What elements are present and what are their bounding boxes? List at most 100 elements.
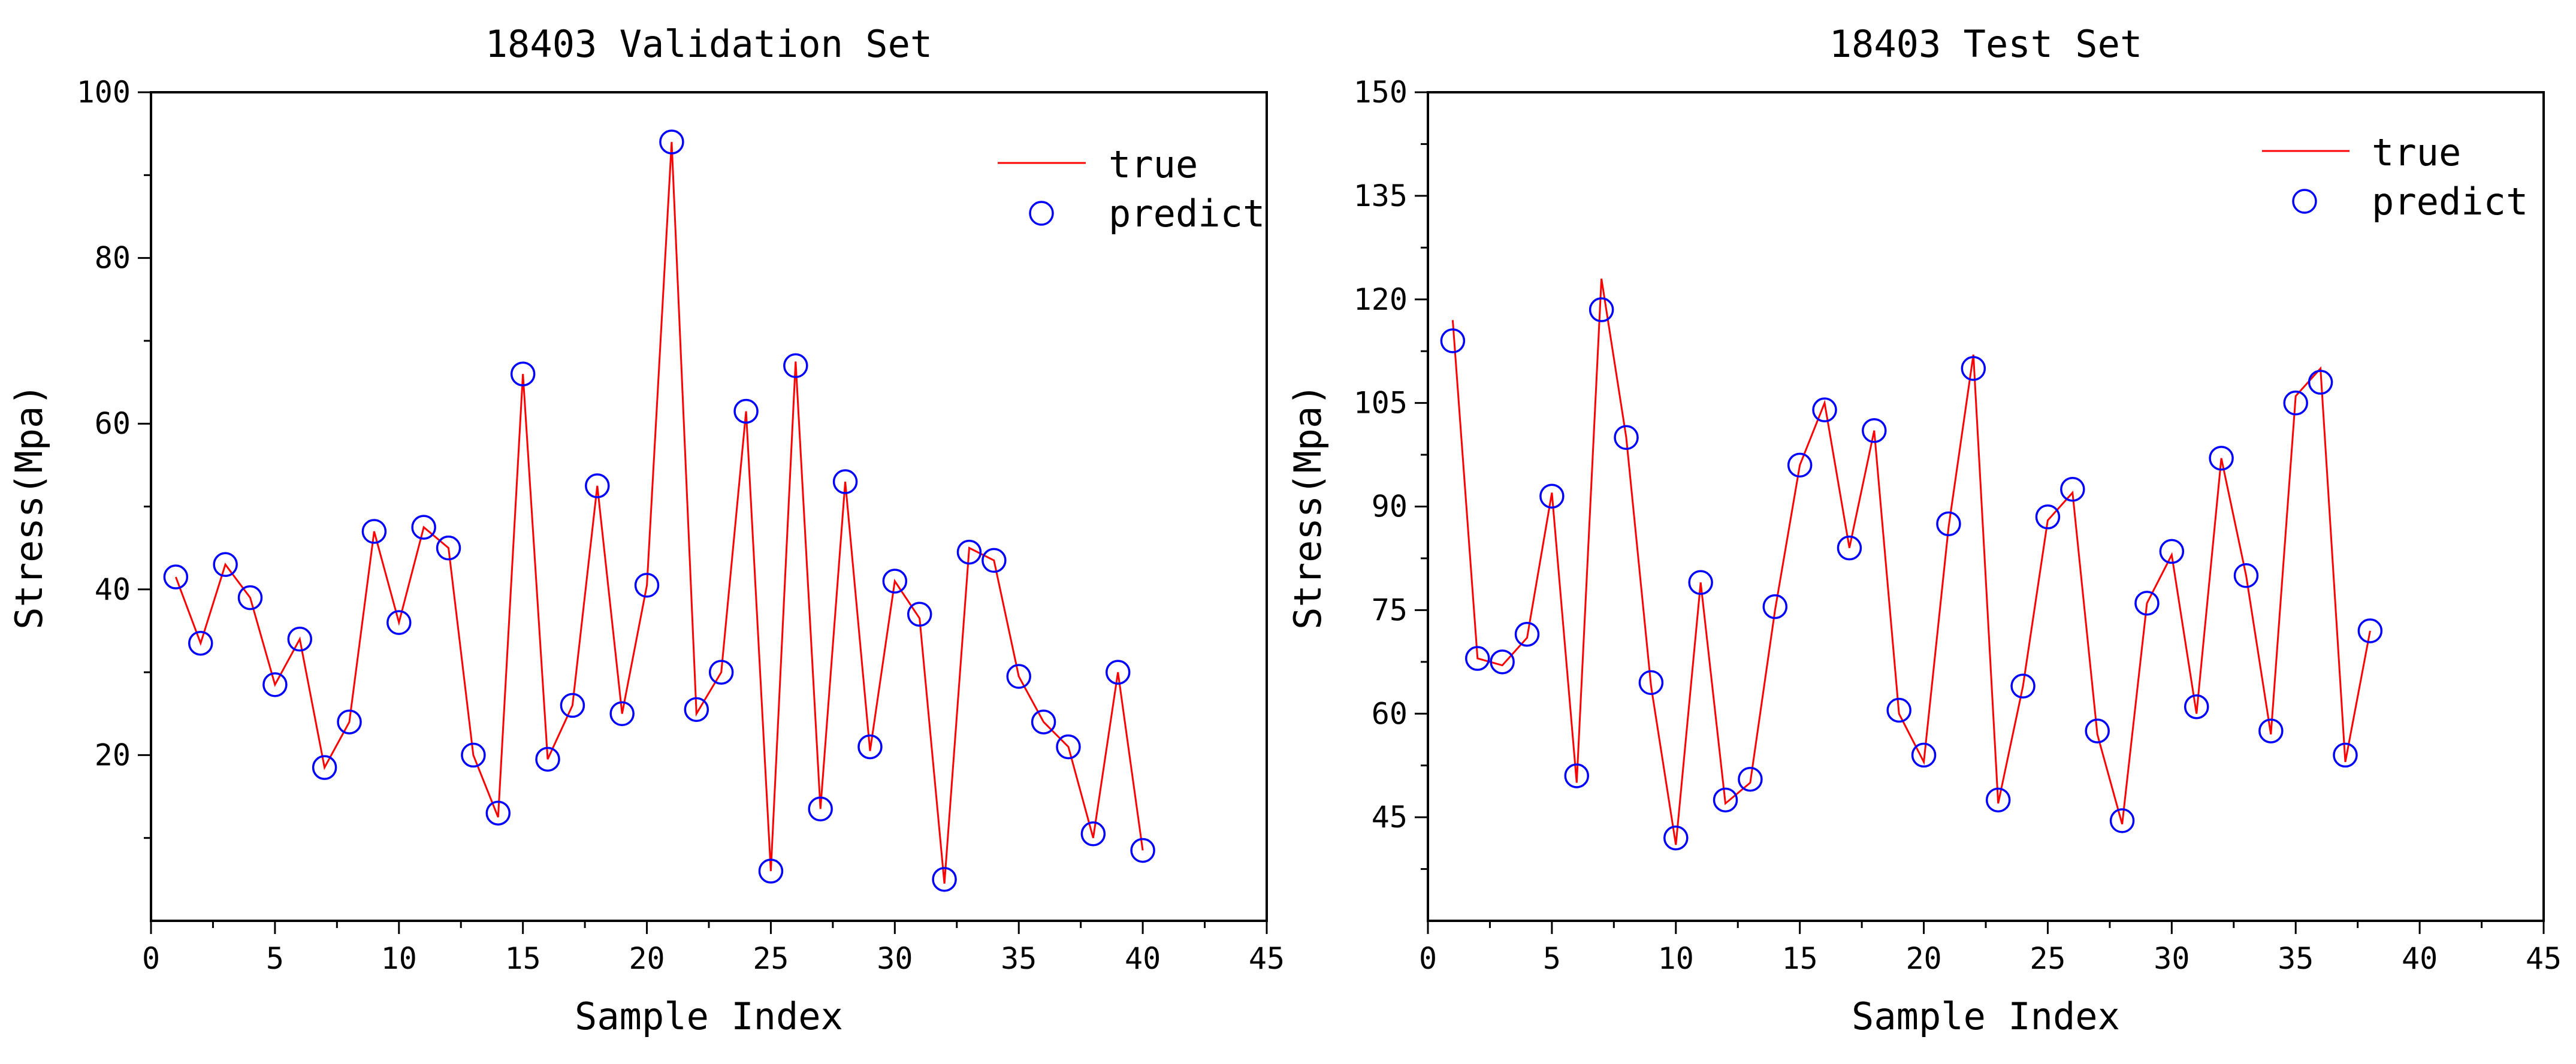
val-predict-point xyxy=(1006,664,1031,689)
val-predict-point xyxy=(337,709,362,734)
val-predict-point xyxy=(312,755,337,780)
test-x-tick-label: 40 xyxy=(2402,941,2438,976)
val-y-tick-label: 80 xyxy=(95,241,131,276)
val-x-tick-label: 40 xyxy=(1125,941,1161,976)
test-predict-point xyxy=(1490,649,1515,675)
test-predict-point xyxy=(2184,694,2209,720)
val-predict-point xyxy=(758,859,784,884)
val-x-tick-label: 25 xyxy=(753,941,789,976)
val-x-tick-label: 0 xyxy=(142,941,160,976)
test-predict-point xyxy=(2283,390,2308,416)
val-predict-point xyxy=(188,630,213,656)
val-predict-point xyxy=(609,701,635,726)
val-x-axis-label: Sample Index xyxy=(575,995,843,1038)
val-predict-point xyxy=(461,742,486,768)
validation-chart: 18403 Validation Set 0 5 10 15 20 25 30 35 40 45 20… xyxy=(7,22,1285,1038)
test-legend-predict-swatch xyxy=(2292,189,2317,214)
val-predict-point xyxy=(560,693,585,718)
val-x-tick-label: 5 xyxy=(266,941,284,976)
test-x-tick-label: 45 xyxy=(2526,941,2562,976)
val-predict-point xyxy=(1056,734,1081,760)
test-predict-point xyxy=(2159,539,2185,564)
test-y-tick-label: 150 xyxy=(1354,75,1408,110)
test-true-series-line xyxy=(1451,278,2371,845)
test-predict-point xyxy=(2209,446,2234,471)
test-predict-point xyxy=(1614,425,1639,450)
test-predict-point xyxy=(2085,718,2110,743)
test-predict-point xyxy=(1440,328,1466,353)
val-y-axis-label: Stress(Mpa) xyxy=(7,383,51,630)
test-predict-point xyxy=(2308,370,2333,395)
val-predict-point xyxy=(1080,821,1106,847)
test-y-tick-label: 120 xyxy=(1354,282,1408,317)
test-predict-point xyxy=(1862,418,1887,443)
val-predict-point xyxy=(956,539,982,565)
test-predict-point xyxy=(2035,504,2061,530)
test-predict-point xyxy=(1985,787,2011,813)
val-predict-point xyxy=(535,746,560,772)
val-predict-point xyxy=(262,672,288,697)
val-predict-point xyxy=(634,573,660,598)
test-y-tick-label: 90 xyxy=(1372,489,1408,524)
val-predict-point xyxy=(932,867,957,892)
val-chart-title: 18403 Validation Set xyxy=(485,22,933,66)
test-chart-title: 18403 Test Set xyxy=(1829,22,2143,66)
val-predict-point xyxy=(882,569,908,594)
val-predict-point xyxy=(733,398,759,424)
test-y-axis-label: Stress(Mpa) xyxy=(1286,383,1330,630)
test-legend-true-label: true xyxy=(2372,131,2461,174)
test-predict-point xyxy=(1564,763,1590,788)
test-predict-point xyxy=(2233,563,2259,588)
test-x-axis-label: Sample Index xyxy=(1852,995,2120,1038)
val-predict-point xyxy=(411,515,436,540)
val-predict-point xyxy=(907,601,932,627)
test-predict-point xyxy=(1936,511,1961,537)
val-predict-point xyxy=(808,796,833,822)
val-y-tick-label: 20 xyxy=(95,737,131,772)
val-legend-true-label: true xyxy=(1109,143,1198,186)
val-y-tick-label: 60 xyxy=(95,406,131,441)
val-predict-point xyxy=(857,734,883,760)
test-x-tick-label: 20 xyxy=(1905,941,1941,976)
test-predict-point xyxy=(1589,297,1614,322)
test-predict-point xyxy=(2060,476,2085,502)
test-predict-point xyxy=(2134,591,2160,616)
test-predict-point xyxy=(1638,670,1664,696)
val-predict-point xyxy=(1105,660,1131,685)
test-predict-point xyxy=(1465,646,1490,671)
val-predict-point xyxy=(510,361,536,386)
val-legend-predict-label: predict xyxy=(1109,192,1265,235)
val-x-tick-label: 15 xyxy=(505,941,541,976)
test-predict-point xyxy=(1961,356,1986,381)
val-predict-point xyxy=(213,552,238,578)
test-predict-point xyxy=(1688,570,1713,596)
val-predict-point xyxy=(361,519,387,544)
test-predict-point xyxy=(1762,594,1788,619)
val-predict-point xyxy=(659,129,684,155)
test-x-tick-label: 0 xyxy=(1419,941,1437,976)
test-y-tick-label: 60 xyxy=(1372,696,1408,731)
test-x-tick-label: 15 xyxy=(1782,941,1818,976)
test-x-tick-label: 25 xyxy=(2030,941,2065,976)
val-predict-point xyxy=(832,469,858,494)
val-predict-point xyxy=(1130,838,1155,863)
val-predict-point xyxy=(287,627,313,652)
test-predict-point xyxy=(1738,766,1763,792)
test-predict-point xyxy=(1787,452,1813,478)
test-predict-point xyxy=(2109,808,2135,833)
val-predict-point xyxy=(436,535,461,561)
val-predict-point xyxy=(783,353,808,379)
test-y-tick-label: 105 xyxy=(1354,386,1408,421)
test-x-tick-label: 30 xyxy=(2154,941,2190,976)
val-true-series-line xyxy=(174,141,1144,884)
test-predict-point xyxy=(1539,483,1565,509)
test-predict-point xyxy=(2333,742,2358,768)
test-predict-point xyxy=(1837,535,1862,561)
val-x-tick-label: 45 xyxy=(1249,941,1285,976)
val-predict-point xyxy=(982,548,1007,573)
val-y-tick-label: 100 xyxy=(77,75,131,110)
test-y-tick-label: 45 xyxy=(1372,800,1408,835)
val-predict-point xyxy=(1031,709,1056,734)
test-predict-point xyxy=(1514,621,1540,647)
